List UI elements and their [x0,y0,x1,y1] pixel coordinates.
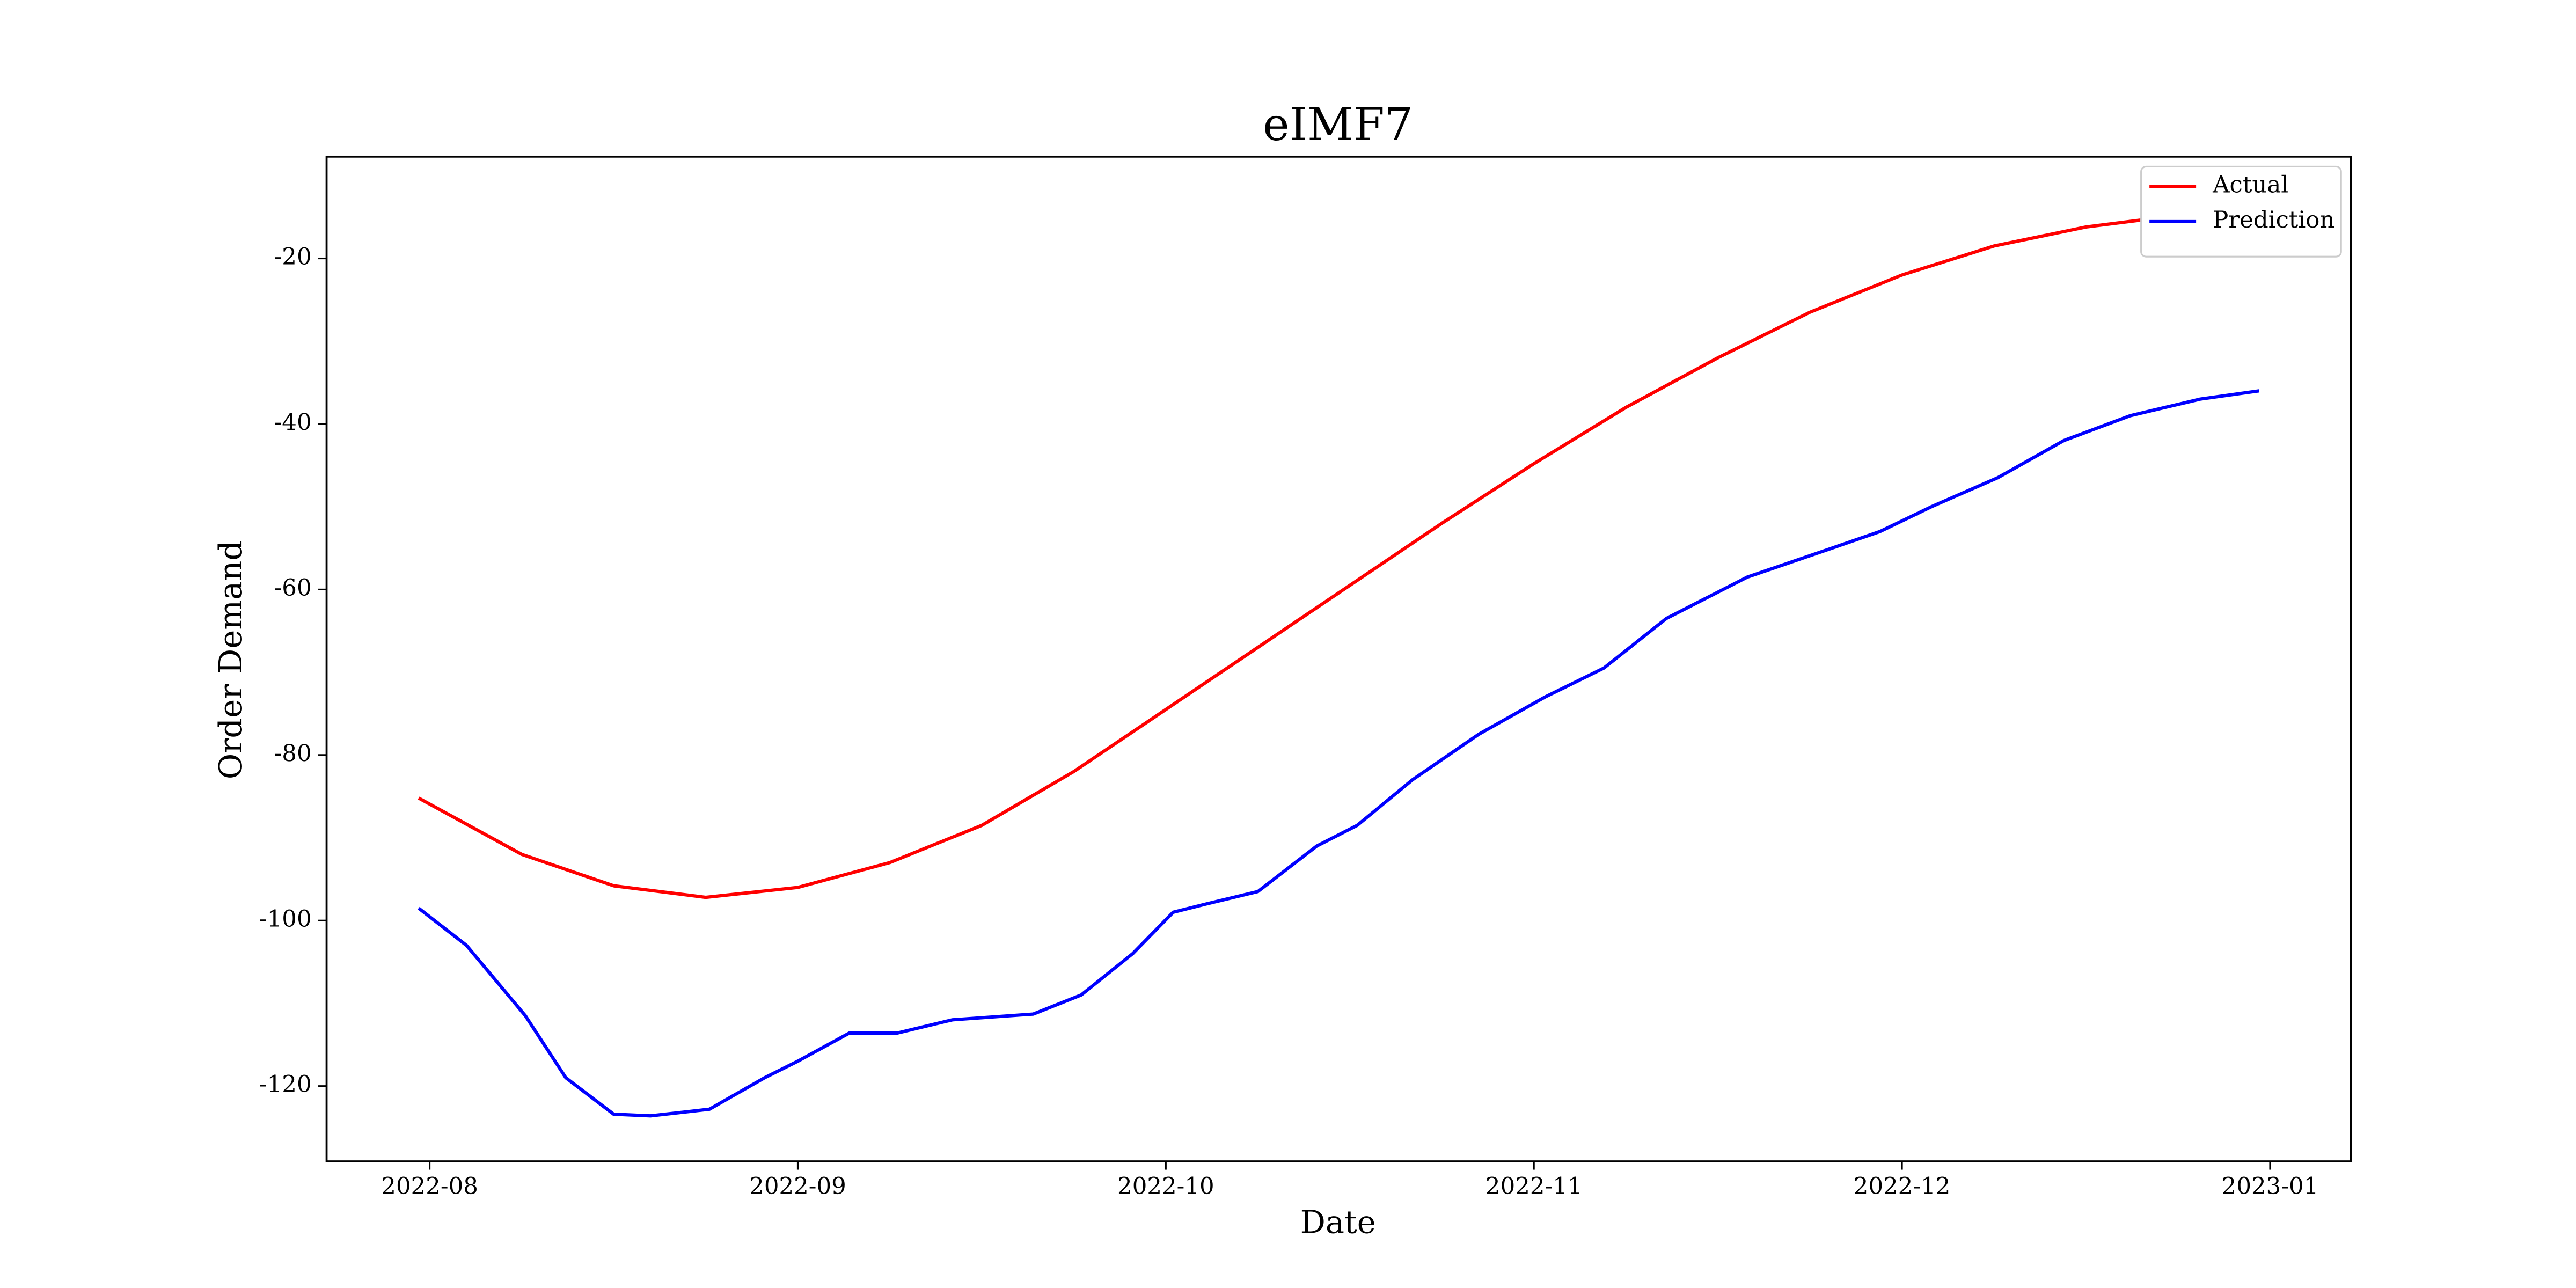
chart-title: eIMF7 [1263,98,1413,151]
x-axis-label: Date [1300,1204,1376,1241]
legend-box [2140,165,2342,258]
x-tick-label: 2023-01 [2222,1173,2319,1200]
x-tick-label: 2022-08 [381,1173,478,1200]
y-tick-label: -120 [259,1071,312,1098]
series-line [418,209,2259,899]
y-tick-label: -60 [274,574,312,601]
x-tick-label: 2022-12 [1854,1173,1951,1200]
y-tick-label: -20 [274,244,312,270]
legend-label: Actual [2212,172,2288,199]
y-axis-label: Order Demand [212,540,249,779]
y-tick-label: -100 [259,905,312,932]
x-tick-label: 2022-09 [749,1173,846,1200]
y-tick-label: -80 [274,740,312,767]
y-tick-label: -40 [274,409,312,436]
x-tick-label: 2022-11 [1485,1173,1583,1200]
plot-frame [325,155,2352,1162]
legend-label: Prediction [2213,207,2334,233]
x-tick-label: 2022-10 [1117,1173,1214,1200]
series-line [418,389,2259,1118]
